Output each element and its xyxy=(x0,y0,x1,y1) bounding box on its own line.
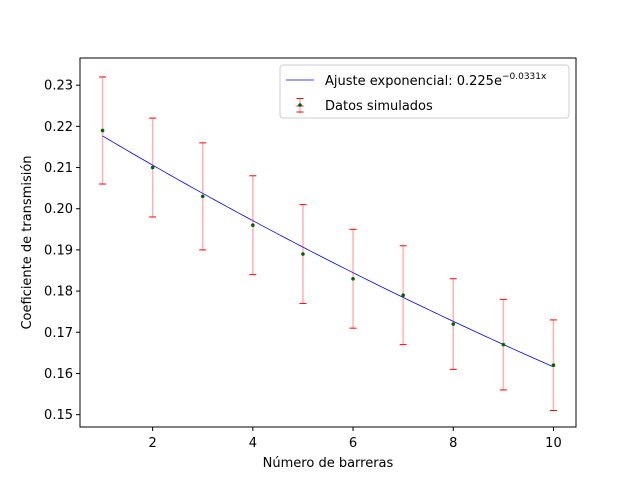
x-ticks: 2 4 6 8 10 xyxy=(149,427,562,451)
x-tick-label: 4 xyxy=(249,436,257,451)
legend-fit-exponent: −0.0331x xyxy=(502,72,547,82)
x-tick-label: 6 xyxy=(349,436,357,451)
y-ticks: 0.15 0.16 0.17 0.18 0.19 0.20 0.21 0.22 0.23 xyxy=(44,79,80,423)
y-tick-label: 0.18 xyxy=(44,285,73,300)
data-point xyxy=(451,322,456,326)
x-tick-label: 10 xyxy=(545,436,562,451)
fit-line-layer xyxy=(102,135,554,368)
legend-data-swatch xyxy=(296,98,304,114)
legend-fit-label: Ajuste exponencial: 0.225e−0.0331x xyxy=(325,72,547,89)
x-tick-label: 2 xyxy=(149,436,157,451)
fit-line xyxy=(102,135,554,368)
errorbar-layer xyxy=(99,76,557,412)
points-layer xyxy=(100,128,556,368)
data-point xyxy=(251,223,255,228)
y-tick-label: 0.19 xyxy=(44,243,73,258)
y-tick-label: 0.20 xyxy=(44,202,73,217)
data-point xyxy=(200,194,205,199)
legend-point xyxy=(298,103,302,107)
y-tick-label: 0.17 xyxy=(44,326,73,341)
y-tick-label: 0.16 xyxy=(44,367,73,382)
legend-box xyxy=(279,64,570,119)
data-point xyxy=(100,128,105,133)
x-axis-label: Número de barreras xyxy=(263,456,394,471)
data-point xyxy=(301,252,305,256)
legend-data-label: Datos simulados xyxy=(325,99,433,114)
legend-fit-prefix: Ajuste exponencial: 0.225e xyxy=(325,74,502,89)
legend: Ajuste exponencial: 0.225e−0.0331x Datos… xyxy=(279,64,570,119)
data-point xyxy=(551,363,556,368)
data-point xyxy=(501,342,506,347)
y-tick-label: 0.22 xyxy=(44,120,73,135)
data-point xyxy=(150,165,155,170)
x-tick-label: 8 xyxy=(449,436,457,451)
plot-frame xyxy=(79,57,577,428)
y-tick-label: 0.15 xyxy=(44,408,73,423)
data-point xyxy=(351,276,355,281)
y-tick-label: 0.21 xyxy=(44,161,73,176)
data-point xyxy=(401,293,405,298)
y-tick-label: 0.23 xyxy=(44,79,73,94)
y-axis-label: Coeficiente de transmisión xyxy=(20,155,35,329)
